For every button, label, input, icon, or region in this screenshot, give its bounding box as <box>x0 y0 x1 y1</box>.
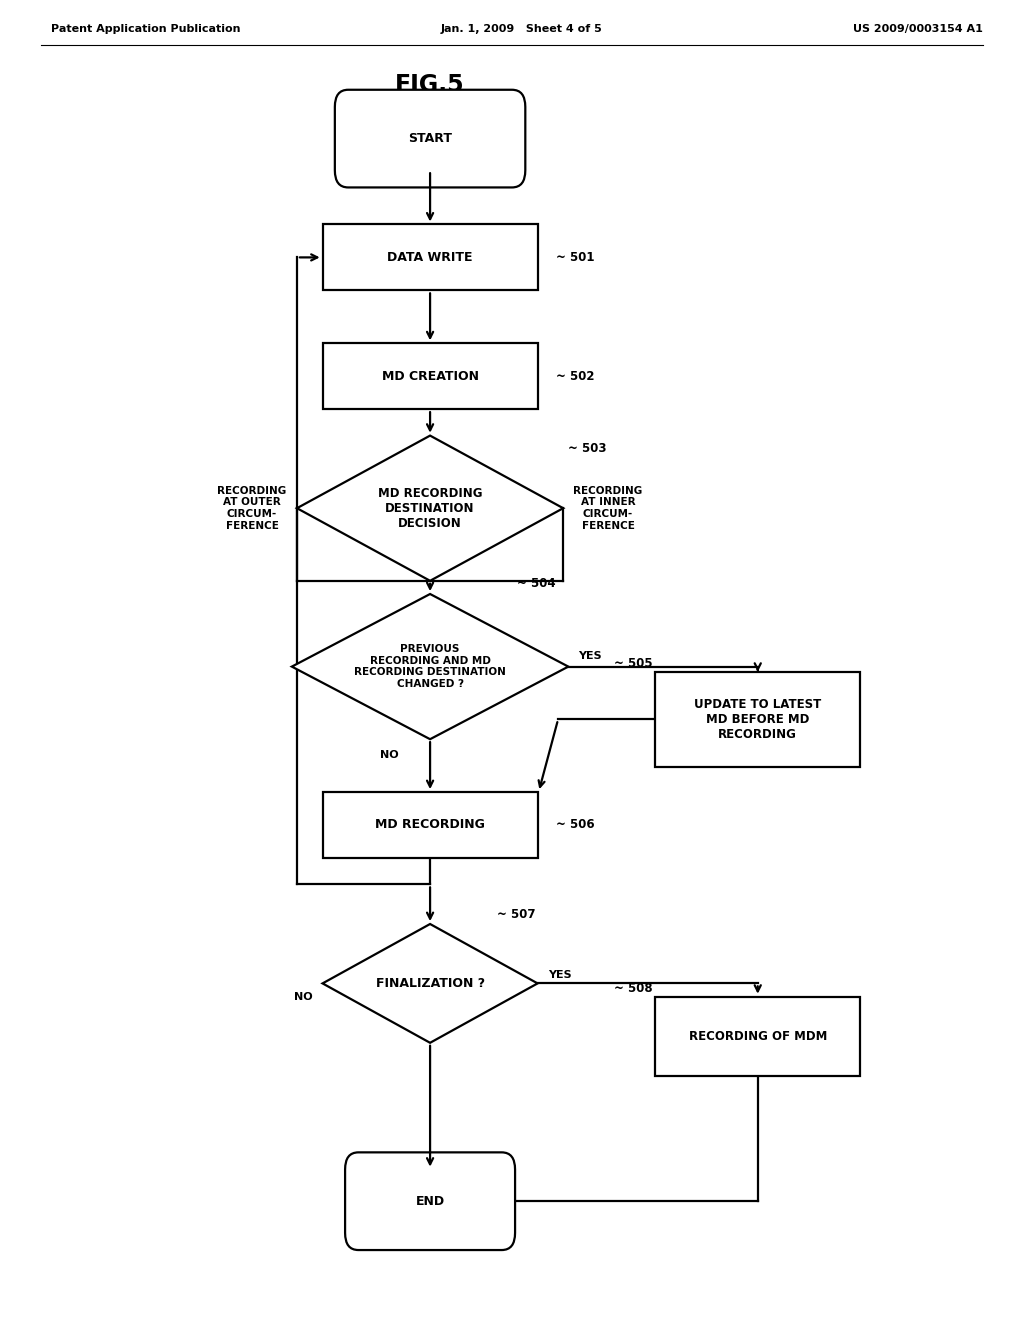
Text: RECORDING OF MDM: RECORDING OF MDM <box>688 1030 827 1043</box>
Text: YES: YES <box>579 651 602 661</box>
FancyBboxPatch shape <box>335 90 525 187</box>
Text: MD CREATION: MD CREATION <box>382 370 478 383</box>
Text: MD RECORDING
DESTINATION
DECISION: MD RECORDING DESTINATION DECISION <box>378 487 482 529</box>
Text: PREVIOUS
RECORDING AND MD
RECORDING DESTINATION
CHANGED ?: PREVIOUS RECORDING AND MD RECORDING DEST… <box>354 644 506 689</box>
Text: END: END <box>416 1195 444 1208</box>
Bar <box>655 672 860 767</box>
FancyBboxPatch shape <box>345 1152 515 1250</box>
Text: ~ 504: ~ 504 <box>517 577 556 590</box>
Text: US 2009/0003154 A1: US 2009/0003154 A1 <box>853 24 983 34</box>
Text: Jan. 1, 2009   Sheet 4 of 5: Jan. 1, 2009 Sheet 4 of 5 <box>440 24 602 34</box>
Text: Patent Application Publication: Patent Application Publication <box>51 24 241 34</box>
Text: ~ 506: ~ 506 <box>556 818 595 832</box>
Text: ~ 503: ~ 503 <box>568 442 607 455</box>
Polygon shape <box>292 594 568 739</box>
Text: NO: NO <box>294 991 312 1002</box>
Text: DATA WRITE: DATA WRITE <box>387 251 473 264</box>
Bar <box>323 792 538 858</box>
Bar <box>323 343 538 409</box>
Text: UPDATE TO LATEST
MD BEFORE MD
RECORDING: UPDATE TO LATEST MD BEFORE MD RECORDING <box>694 698 821 741</box>
Text: ~ 502: ~ 502 <box>556 370 595 383</box>
Text: YES: YES <box>548 970 571 981</box>
Text: ~ 501: ~ 501 <box>556 251 595 264</box>
Polygon shape <box>297 436 563 581</box>
Text: FIG.5: FIG.5 <box>395 73 465 96</box>
Text: NO: NO <box>380 750 398 760</box>
Text: ~ 508: ~ 508 <box>614 982 653 995</box>
Text: ~ 505: ~ 505 <box>614 657 653 671</box>
Text: START: START <box>409 132 452 145</box>
Text: RECORDING
AT INNER
CIRCUM-
FERENCE: RECORDING AT INNER CIRCUM- FERENCE <box>573 486 643 531</box>
Polygon shape <box>323 924 538 1043</box>
Text: RECORDING
AT OUTER
CIRCUM-
FERENCE: RECORDING AT OUTER CIRCUM- FERENCE <box>217 486 287 531</box>
Bar <box>655 997 860 1076</box>
Text: MD RECORDING: MD RECORDING <box>375 818 485 832</box>
Text: FINALIZATION ?: FINALIZATION ? <box>376 977 484 990</box>
Bar <box>323 224 538 290</box>
Text: ~ 507: ~ 507 <box>497 908 536 921</box>
